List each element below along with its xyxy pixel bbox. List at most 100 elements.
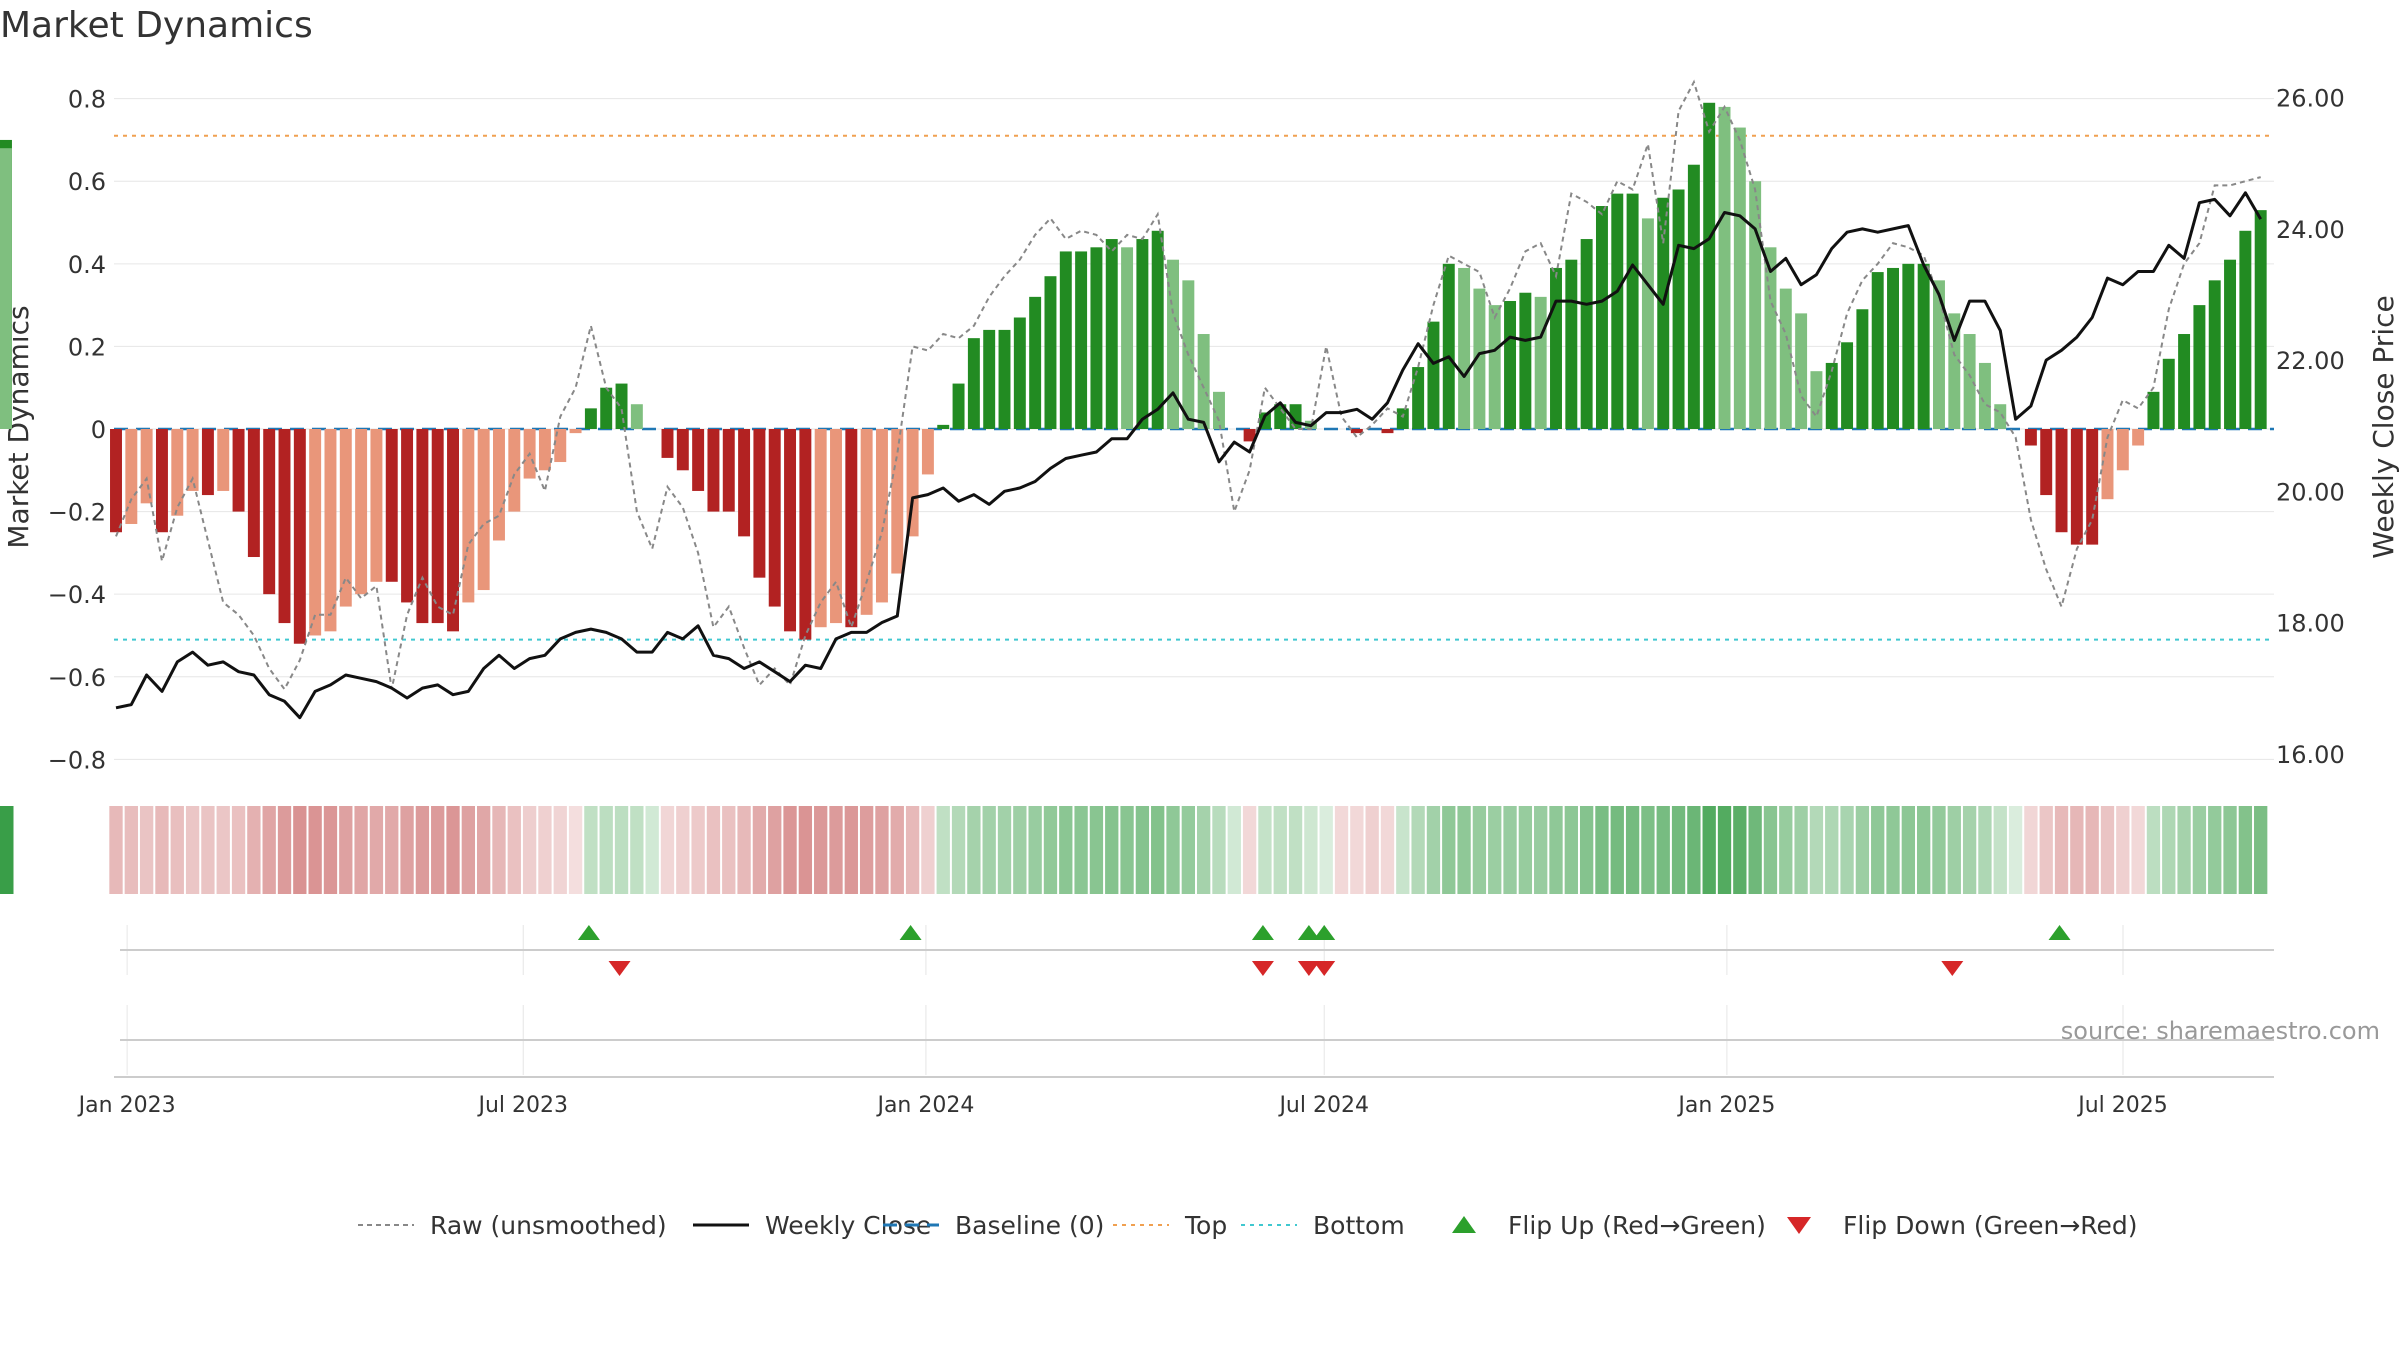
heat-cell [1350, 806, 1364, 894]
legend-item: Weekly Close [693, 1211, 931, 1240]
heat-cell [369, 806, 384, 894]
raw-unsmoothed-line [115, 79, 2261, 692]
market-dynamics-bar [1381, 429, 1394, 434]
market-dynamics-bar [2132, 429, 2145, 446]
heat-strip [0, 806, 2268, 894]
heat-cell [1993, 806, 2007, 894]
y-tick-label: 0.8 [68, 86, 106, 114]
market-dynamics-bar [1887, 267, 1899, 429]
heat-cell [231, 806, 246, 894]
heat-cell [1488, 806, 1502, 894]
heat-cell [1947, 806, 1961, 894]
y-ticks-right: 16.00 18.00 20.00 22.00 24.00 26.00 [2276, 85, 2345, 769]
market-dynamics-bar [477, 429, 490, 591]
heat-cell [1043, 806, 1058, 894]
market-dynamics-bar [1856, 309, 1869, 429]
market-dynamics-bar [1733, 127, 1746, 429]
legend-swatch-flip-up [1452, 1216, 1476, 1233]
flip-down-marker [1941, 961, 1964, 976]
market-dynamics-bar [952, 383, 965, 429]
market-dynamics-bar [1641, 218, 1654, 429]
market-dynamics-bar [676, 429, 689, 471]
flip-down-marker [1251, 961, 1274, 976]
market-dynamics-bar [1749, 181, 1762, 429]
heat-cell [2008, 806, 2023, 894]
heat-cell [293, 806, 307, 894]
x-tick-label: Jan 2023 [77, 1093, 176, 1118]
heat-cell [737, 806, 751, 894]
heat-cell [1319, 806, 1333, 894]
market-dynamics-bar [324, 429, 337, 632]
heat-cell [354, 806, 368, 894]
heat-cell [584, 806, 598, 894]
heat-cell [1503, 806, 1517, 894]
flip-down-marker [1297, 961, 1320, 976]
y2label: Weekly Close Price [2367, 295, 2400, 558]
y-tick-label: −0.8 [48, 746, 106, 774]
market-dynamics-bar [1258, 412, 1271, 429]
heat-cell [2116, 806, 2130, 894]
market-dynamics-bar [738, 429, 751, 537]
heat-cell [890, 806, 904, 894]
market-dynamics-bar [462, 429, 475, 603]
market-dynamics-bar [431, 429, 444, 624]
heat-cell [691, 806, 705, 894]
heat-cell [1901, 806, 1915, 894]
market-dynamics-bar [830, 429, 842, 624]
heat-cell [1212, 806, 1226, 894]
heat-cell [308, 806, 322, 894]
heat-cell [1365, 806, 1379, 894]
market-dynamics-bar [799, 429, 812, 640]
heat-cell [2146, 806, 2161, 894]
market-dynamics-bar [155, 429, 168, 533]
market-dynamics-bar [600, 387, 613, 429]
market-dynamics-bar [416, 429, 429, 624]
market-dynamics-bar [339, 429, 352, 607]
market-dynamics-bar [201, 429, 214, 496]
heat-cell [1457, 806, 1471, 894]
market-dynamics-bar [707, 429, 720, 512]
market-dynamics-bar [1795, 313, 1808, 429]
heat-cell [1871, 806, 1885, 894]
heat-cell [1120, 806, 1134, 894]
raw-line-layer [115, 79, 2261, 692]
y2-tick-label: 24.00 [2276, 216, 2345, 244]
y-tick-label: 0.4 [68, 251, 106, 279]
market-dynamics-bar [2116, 429, 2129, 471]
market-dynamics-bar [1488, 305, 1501, 429]
y-tick-label: −0.4 [48, 581, 106, 609]
market-dynamics-bar [2086, 429, 2099, 545]
heat-cell [2208, 806, 2222, 894]
heat-cell [1396, 806, 1410, 894]
weekly-close-layer [115, 191, 2262, 720]
market-dynamics-bar [554, 429, 567, 463]
market-dynamics-bar [2162, 358, 2175, 429]
market-dynamics-bar [538, 429, 551, 471]
flip-down-marker [1313, 961, 1336, 976]
market-dynamics-bar [1167, 259, 1179, 429]
heat-cell [1028, 806, 1042, 894]
heat-cell [2192, 806, 2207, 894]
x-ticks: Jan 2023 Jul 2023 Jan 2024 Jul 2024 Jan 2025… [77, 1093, 2168, 1118]
legend-item: Top [1113, 1211, 1227, 1240]
heat-cell [1748, 806, 1762, 894]
market-dynamics-bar [1442, 263, 1455, 429]
heat-cell [1702, 806, 1716, 894]
legend-label: Top [1184, 1211, 1227, 1240]
market-dynamics-bar [1703, 102, 1716, 429]
heat-cell [1840, 806, 1854, 894]
legend-label: Baseline (0) [955, 1211, 1104, 1240]
heat-cell [768, 806, 782, 894]
heat-cell [477, 806, 491, 894]
flip-down-marker [608, 961, 631, 976]
heat-cell [400, 806, 414, 894]
market-dynamics-bar [140, 429, 153, 504]
heat-cell [798, 806, 813, 894]
x-tick-label: Jan 2025 [1676, 1093, 1775, 1118]
heat-cell [461, 806, 475, 894]
flip-up-marker [1251, 925, 1274, 940]
heat-cell [814, 806, 828, 894]
heat-cell [1687, 806, 1701, 894]
market-dynamics-bar [355, 429, 368, 595]
y2-tick-label: 16.00 [2276, 741, 2345, 769]
